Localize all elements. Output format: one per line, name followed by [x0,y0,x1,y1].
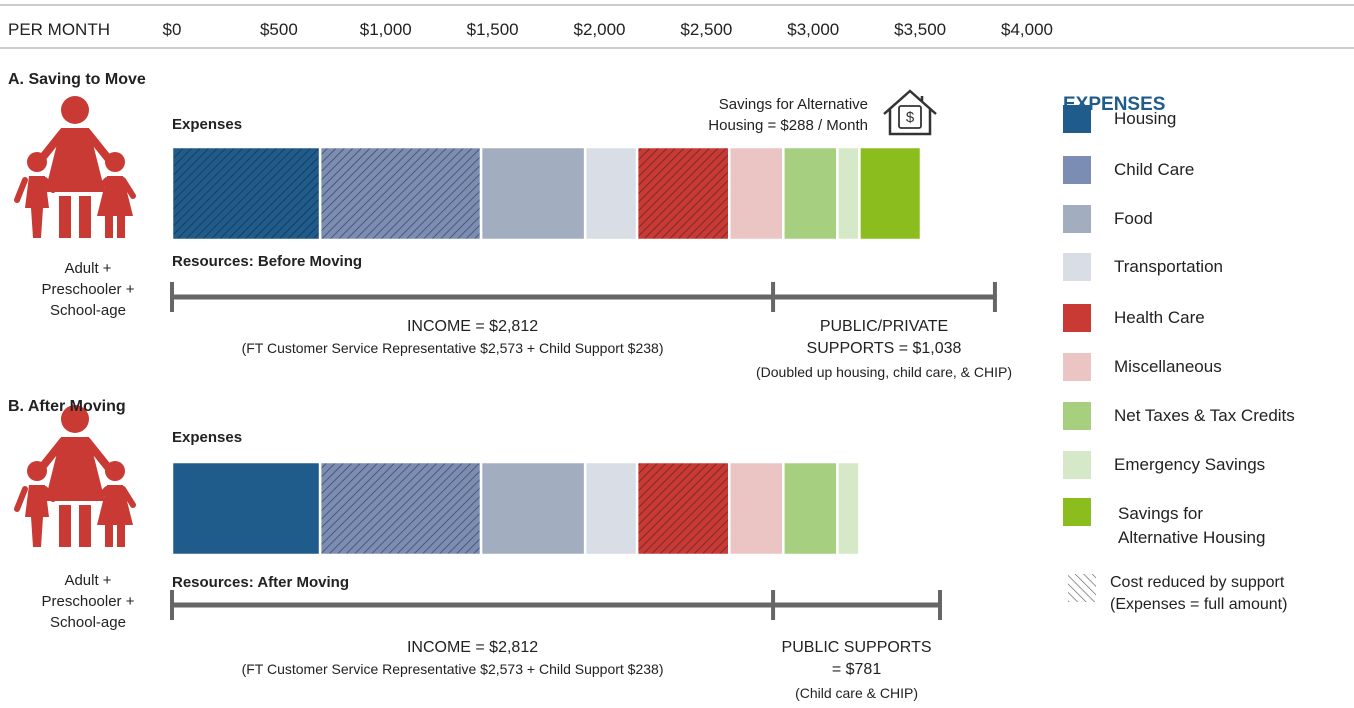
expense-segment [836,145,861,242]
resource-label: PUBLIC SUPPORTS = $781 [781,639,932,678]
icon-part [27,461,47,481]
expense-segment [858,145,923,242]
x-tick-label: $2,500 [680,20,733,39]
hatch-note: Cost reduced by support [1110,574,1285,591]
icon-part [45,128,105,192]
expenses-label: Expenses [172,429,243,446]
legend-label: Net Taxes & Tax Credits [1114,406,1295,425]
hatch-overlay [638,463,728,554]
icon-part [14,177,56,203]
icon-part [59,196,91,238]
legend-swatch [1063,304,1091,332]
household-label: Adult + Preschooler + School-age [41,572,135,631]
axis-label: PER MONTH [8,20,110,39]
hatch-note: (Expenses = full amount) [1110,596,1288,613]
legend-label: Savings for Alternative Housing [1118,504,1266,547]
legend-label: Miscellaneous [1114,357,1222,376]
icon-part [105,152,125,172]
resource-note: (FT Customer Service Representative $2,5… [241,661,664,677]
legend-swatch [1063,205,1091,233]
expense-segment [727,460,785,557]
legend-swatch [1063,451,1091,479]
expense-segment [727,145,785,242]
legend-swatch [1063,105,1091,133]
legend-swatch [1063,353,1091,381]
legend-label: Child Care [1114,160,1195,179]
resource-label: PUBLIC/PRIVATE SUPPORTS = $1,038 [806,318,962,357]
hatch-overlay [321,463,480,554]
hatch-swatch [1068,574,1096,602]
expenses-label: Expenses [172,116,243,133]
x-tick-label: $3,500 [894,20,947,39]
legend-swatch [1063,253,1091,281]
family-icon [14,96,136,238]
resource-note: (FT Customer Service Representative $2,5… [241,340,664,356]
resource-note: (Child care & CHIP) [795,685,918,701]
legend-label: Food [1114,209,1153,228]
expense-segment [836,460,861,557]
household-label: Adult + Preschooler + School-age [41,260,135,319]
x-tick-label: $1,500 [466,20,519,39]
icon-part [105,461,125,481]
expense-segment [479,460,587,557]
expense-segment [479,145,587,242]
icon-part [61,405,89,433]
family-icon [14,405,136,547]
annotation: Savings for Alternative Housing = $288 /… [708,96,868,134]
x-tick-label: $3,000 [787,20,840,39]
x-tick-label: $4,000 [1001,20,1053,39]
legend-label: Emergency Savings [1114,455,1266,474]
legend-label: Housing [1114,109,1177,128]
icon-part [27,152,47,172]
panel-title: A. Saving to Move [8,71,146,88]
resource-label: INCOME = $2,812 [406,318,539,335]
hatch-overlay [173,148,319,239]
expense-segment [782,145,839,242]
resources-label: Resources: Before Moving [172,253,363,270]
x-tick-label: $2,000 [573,20,626,39]
icon-part [59,505,91,547]
legend-label: Transportation [1114,257,1223,276]
expense-segment [583,145,639,242]
icon-part [25,485,49,547]
x-tick-label: $0 [162,20,182,39]
icon-part [61,96,89,124]
expense-segment [170,460,322,557]
icon-part [25,176,49,238]
icon-part [97,176,133,238]
x-tick-label: $500 [259,20,298,39]
icon-part [98,486,136,508]
hatch-overlay [638,148,728,239]
resource-note: (Doubled up housing, child care, & CHIP) [755,364,1013,380]
legend-swatch [1063,156,1091,184]
legend-label: Health Care [1114,308,1205,327]
house-icon: $ [883,89,937,136]
expense-segment [782,460,839,557]
icon-part [14,486,56,512]
hatch-overlay [321,148,480,239]
x-tick-label: $1,000 [359,20,412,39]
legend-title: EXPENSES [1063,94,1166,115]
panel-title: B. After Moving [8,398,126,415]
icon-part [97,485,133,547]
icon-part [98,177,136,199]
expense-segment [583,460,639,557]
legend-swatch [1063,498,1091,526]
icon-part [45,437,105,501]
legend-swatch [1063,402,1091,430]
svg-text:$: $ [906,109,915,126]
resources-label: Resources: After Moving [172,574,349,591]
resource-label: INCOME = $2,812 [406,639,539,656]
